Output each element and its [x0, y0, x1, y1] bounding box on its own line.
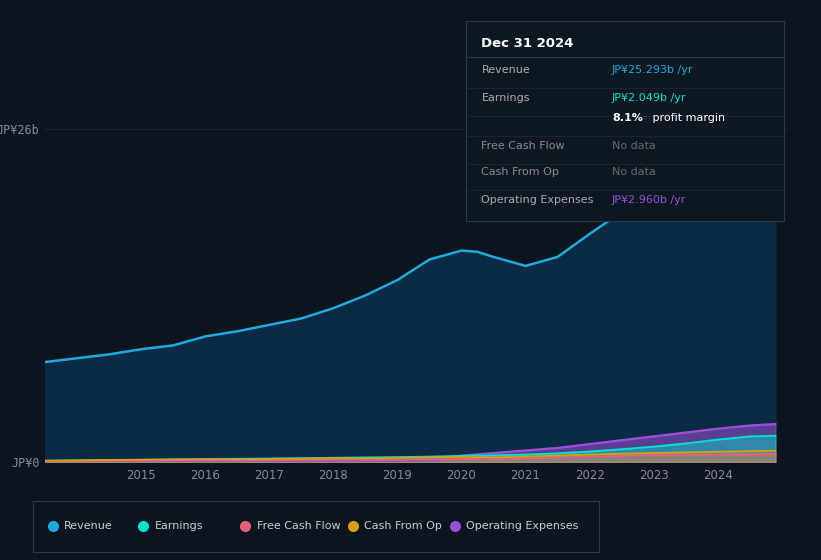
Text: JP¥2.049b /yr: JP¥2.049b /yr [612, 93, 686, 103]
Text: Operating Expenses: Operating Expenses [481, 195, 594, 205]
Text: Operating Expenses: Operating Expenses [466, 521, 579, 531]
Text: 8.1%: 8.1% [612, 113, 643, 123]
Text: Cash From Op: Cash From Op [481, 167, 559, 177]
Text: Cash From Op: Cash From Op [365, 521, 443, 531]
Text: Free Cash Flow: Free Cash Flow [481, 141, 565, 151]
Text: Revenue: Revenue [64, 521, 112, 531]
Text: No data: No data [612, 141, 656, 151]
Text: Free Cash Flow: Free Cash Flow [257, 521, 340, 531]
Text: JP¥25.293b /yr: JP¥25.293b /yr [612, 65, 694, 75]
Text: JP¥2.960b /yr: JP¥2.960b /yr [612, 195, 686, 205]
Text: Revenue: Revenue [481, 65, 530, 75]
Text: profit margin: profit margin [649, 113, 725, 123]
Text: No data: No data [612, 167, 656, 177]
Text: Dec 31 2024: Dec 31 2024 [481, 37, 574, 50]
Text: Earnings: Earnings [154, 521, 203, 531]
Text: Earnings: Earnings [481, 93, 530, 103]
